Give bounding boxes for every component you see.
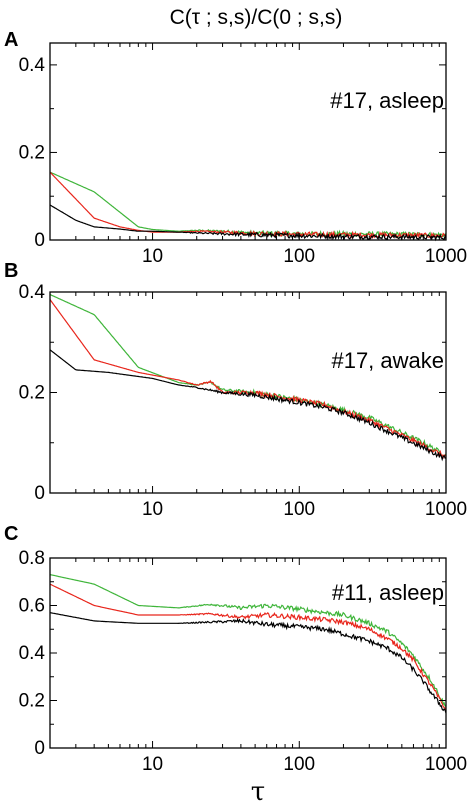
x-tick-label: 1000	[425, 754, 467, 775]
x-tick-label: 100	[283, 754, 315, 775]
series-line-green	[49, 574, 447, 708]
y-tick-label: 0.2	[19, 383, 45, 404]
y-tick-label: 0.6	[19, 596, 45, 617]
figure-title: C(τ ; s,s)/C(0 ; s,s)	[170, 6, 343, 29]
y-tick-label: 0.4	[19, 55, 46, 76]
series-line-green	[49, 293, 447, 457]
panel-annotation: #11, asleep	[332, 580, 444, 605]
series-line-black	[49, 204, 447, 242]
series-layer	[49, 293, 447, 462]
y-tick-label: 0.4	[19, 643, 46, 664]
panel-letter: B	[4, 260, 18, 282]
panel-letter: A	[4, 29, 18, 51]
x-tick-label: 100	[283, 499, 315, 520]
panel-annotation: #17, awake	[331, 348, 444, 373]
x-axis-label: τ	[251, 777, 265, 807]
panel-annotation: #17, asleep	[330, 88, 444, 113]
ticks-layer: 10 100 1000 0 0.2 0.4	[19, 282, 468, 520]
y-tick-label: 0	[34, 738, 45, 759]
x-tick-label: 10	[142, 754, 163, 775]
panel-a: A 10 100 1000 0 0.2 0.4 #17, asleep	[4, 29, 467, 267]
series-line-black	[49, 349, 447, 462]
x-tick-label: 1000	[425, 499, 467, 520]
x-tick-label: 1000	[425, 246, 467, 267]
x-tick-label: 100	[283, 246, 315, 267]
panel-b: B 10 100 1000 0 0.2 0.4 #17, awake	[4, 260, 467, 520]
series-layer	[49, 574, 447, 714]
y-tick-label: 0.8	[19, 548, 45, 569]
series-line-green	[49, 171, 447, 239]
ticks-layer: 10 100 1000 0 0.2 0.4 0.6 0.8	[19, 548, 468, 775]
y-tick-label: 0.2	[19, 691, 45, 712]
y-tick-label: 0.4	[19, 282, 46, 303]
y-tick-label: 0	[34, 230, 45, 251]
series-line-red	[49, 583, 447, 713]
plot-frame	[49, 42, 447, 241]
panel-letter: C	[4, 523, 18, 545]
ticks-layer: 10 100 1000 0 0.2 0.4	[19, 43, 467, 267]
x-tick-label: 10	[142, 499, 163, 520]
y-tick-label: 0	[34, 483, 45, 504]
y-tick-label: 0.2	[19, 142, 45, 163]
panel-c: C 10 100 1000 0 0.2 0.4 0.6 0.8 #11, asleep	[4, 523, 467, 775]
x-tick-label: 10	[142, 246, 163, 267]
series-line-black	[49, 612, 447, 714]
series-layer	[49, 171, 447, 242]
